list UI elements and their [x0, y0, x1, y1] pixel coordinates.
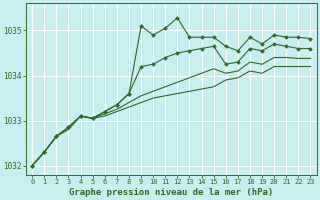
X-axis label: Graphe pression niveau de la mer (hPa): Graphe pression niveau de la mer (hPa)	[69, 188, 274, 197]
